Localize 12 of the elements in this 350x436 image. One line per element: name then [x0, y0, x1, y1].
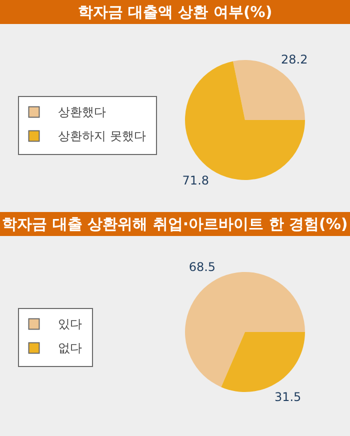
legend-label: 상환했다 [58, 105, 106, 119]
chart-title: 학자금 대출 상환위해 취업·아르바이트 한 경험(%) [0, 212, 350, 236]
pie-slice [221, 332, 305, 392]
data-label: 31.5 [274, 390, 302, 404]
data-label: 71.8 [182, 173, 210, 188]
legend-label: 상환하지 못했다 [58, 129, 146, 143]
legend-label: 없다 [58, 341, 82, 355]
data-label: 68.5 [188, 260, 216, 274]
chart-title: 학자금 대출액 상환 여부(%) [0, 0, 350, 24]
data-label: 28.2 [280, 52, 308, 67]
pie-slice [185, 272, 305, 388]
legend-label: 있다 [58, 317, 82, 331]
